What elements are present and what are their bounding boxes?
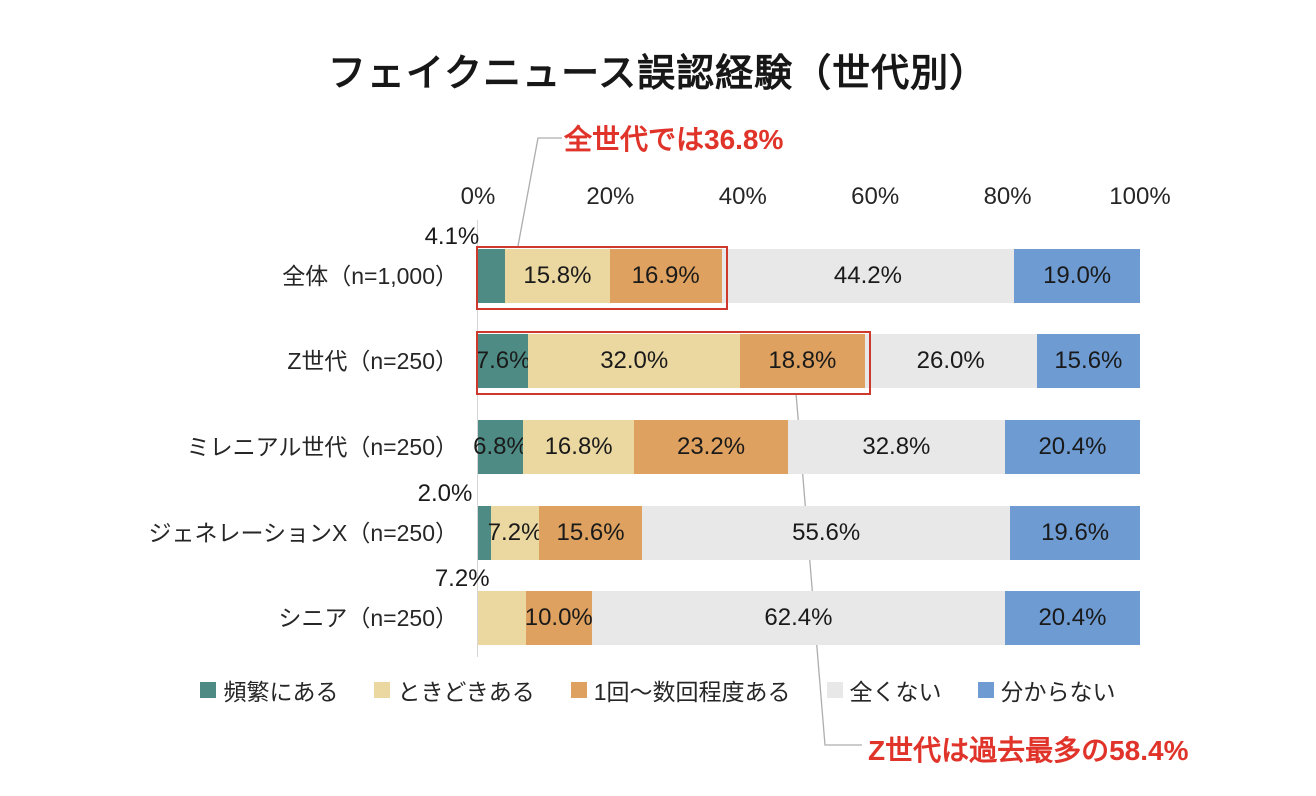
annotation-genz: Z世代は過去最多の58.4% [868,735,1189,766]
legend-item: 分からない [977,673,1116,707]
legend-item: ときどきある [374,673,535,707]
x-axis-tick: 20% [586,183,635,210]
bar-segment [525,591,592,645]
bar-segment [787,420,1005,474]
data-label: 7.2% [434,565,490,592]
data-label: 20.4% [1038,433,1107,460]
bar-segment [740,334,865,388]
bar-segment [478,591,526,645]
bar-segment [478,506,492,560]
data-label: 2.0% [417,480,473,507]
x-axis-tick: 40% [718,183,767,210]
legend-label: 頻繁にある [223,679,339,705]
bar-segment [1004,591,1140,645]
data-label: 7.6% [475,347,531,374]
data-label: 32.0% [600,347,669,374]
data-label: 19.6% [1041,519,1110,546]
data-label: 15.8% [523,262,592,289]
data-label: 16.8% [544,433,613,460]
chart-title: フェイクニュース誤認経験（世代別） [327,53,989,95]
bar-segment [478,420,524,474]
legend-item: 全くない [826,673,942,707]
x-axis-tick: 0% [460,183,496,210]
data-label: 23.2% [676,433,746,460]
annotation-overall: 全世代では36.8% [564,124,784,155]
bar-segment [491,506,539,560]
data-label: 15.6% [556,519,625,546]
data-label: 26.0% [916,347,985,374]
legend-swatch [570,682,587,698]
bar-segment [1010,506,1140,560]
legend-swatch [977,682,994,698]
legend-swatch [374,682,391,698]
bar-segment [634,420,788,474]
data-label: 7.2% [487,519,543,546]
bar-segment [609,249,722,303]
highlight-box [476,246,728,310]
category-label: ジェネレーションX（n=250） [148,520,458,546]
category-label: シニア（n=250） [278,605,458,631]
legend-label: ときどきある [397,679,535,705]
bar-segment [528,334,741,388]
x-axis-tick: 80% [983,183,1032,210]
legend-label: 1回〜数回程度ある [593,679,791,705]
category-label: ミレニアル世代（n=250） [186,434,458,460]
legend-label: 分からない [1000,679,1116,705]
bar-segment [523,420,635,474]
legend-item: 1回〜数回程度ある [570,673,791,707]
category-label: Z世代（n=250） [287,348,458,374]
bar-segment [478,334,529,388]
data-label: 32.8% [862,433,931,460]
data-label: 62.4% [764,604,833,631]
bar-segment [864,334,1037,388]
bar-segment [1014,249,1140,303]
data-label: 20.4% [1038,604,1107,631]
bar-segment [721,249,1015,303]
data-label: 18.8% [768,347,837,374]
x-axis-tick: 60% [851,183,900,210]
data-label: 19.0% [1043,262,1112,289]
bar-segment [538,506,643,560]
bar-segment [478,249,506,303]
legend-swatch [200,682,217,698]
data-label: 4.1% [424,223,480,250]
legend-item: 頻繁にある [200,673,338,707]
data-label: 44.2% [833,262,902,289]
data-label: 16.9% [631,262,700,289]
bar-segment [505,249,610,303]
category-axis-line [477,220,478,657]
bar-segment [1004,420,1140,474]
data-label: 55.6% [792,519,861,546]
data-label: 6.8% [473,433,528,460]
legend-label: 全くない [849,679,942,705]
bar-segment [1036,334,1140,388]
category-label: 全体（n=1,000） [282,263,458,289]
leader-line-top [517,137,562,247]
legend: 頻繁にある ときどきある 1回〜数回程度ある 全くない 分からない [0,673,1316,707]
x-axis-tick: 100% [1109,183,1171,210]
bar-segment [642,506,1011,560]
legend-swatch [826,682,843,698]
highlight-box [476,331,871,395]
data-label: 15.6% [1054,347,1123,374]
bar-segment [591,591,1005,645]
data-label: 10.0% [524,604,593,631]
